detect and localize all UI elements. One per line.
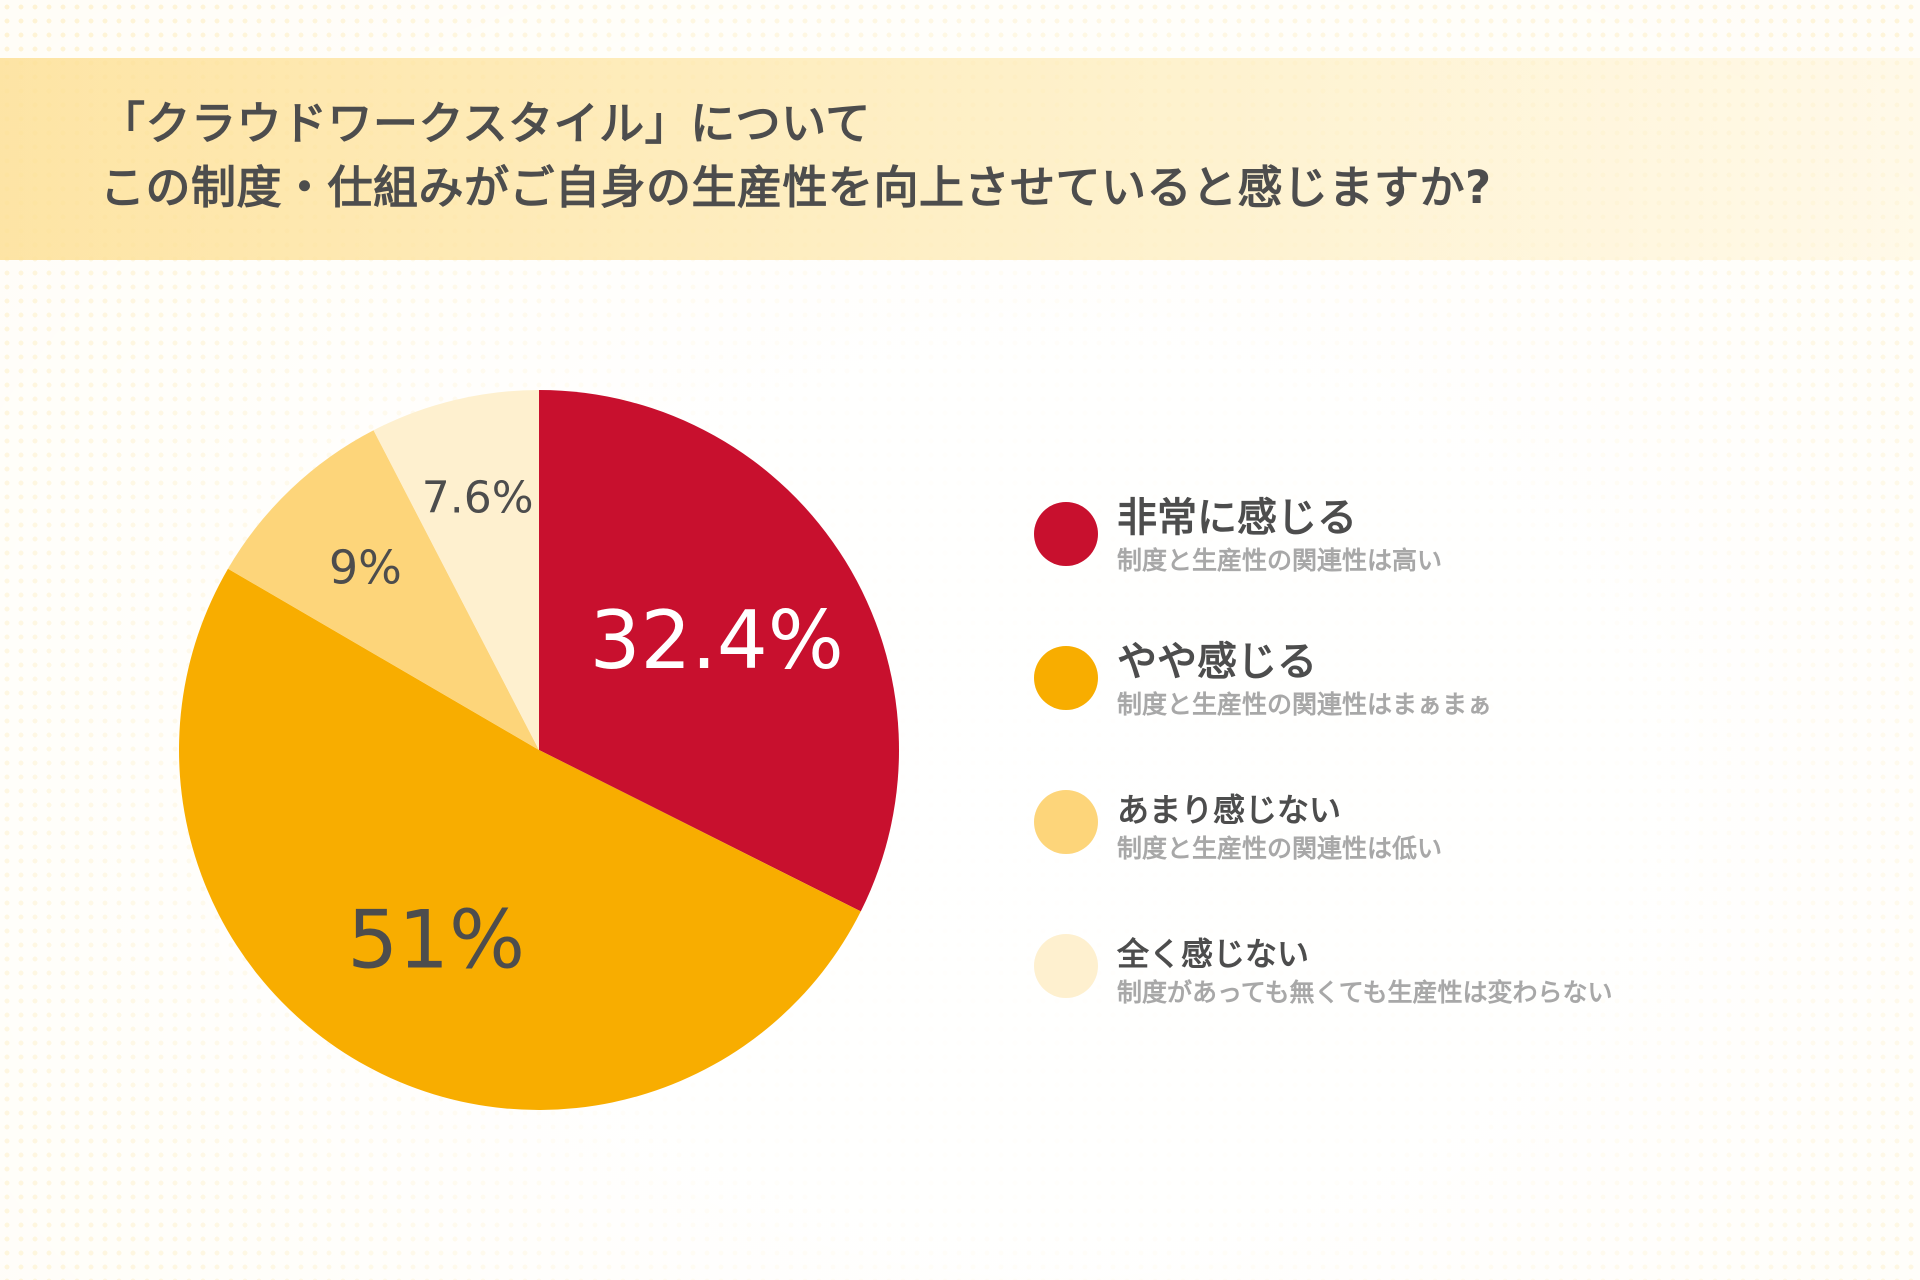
data-label-somewhat: 51% (347, 893, 525, 986)
legend-swatch-not-at-all (1034, 934, 1098, 998)
pie-data-labels: 32.4% 51% 9% 7.6% (329, 473, 844, 987)
title-band (0, 58, 1920, 260)
legend-label-somewhat: やや感じる (1117, 639, 1317, 685)
legend-desc-not-at-all: 制度があっても無くても生産性は変わらない (1117, 978, 1613, 1007)
legend-label-not-at-all: 全く感じない (1117, 935, 1310, 973)
pie-slice-somewhat (178, 568, 861, 1111)
legend-swatch-somewhat (1034, 646, 1098, 710)
legend-desc-not-much: 制度と生産性の関連性は低い (1117, 834, 1443, 863)
legend-desc-very: 制度と生産性の関連性は高い (1117, 546, 1443, 575)
data-label-very: 32.4% (590, 594, 844, 687)
pie-slice-not-much (227, 430, 540, 750)
pie-slice-not-at-all (373, 390, 539, 750)
pie-slices (178, 390, 899, 1111)
legend-label-very: 非常に感じる (1117, 495, 1357, 541)
legend-swatch-very (1034, 502, 1098, 566)
legend-swatch-not-much (1034, 790, 1098, 854)
data-label-not-at-all: 7.6% (422, 473, 534, 524)
title-line-2: この制度・仕組みがご自身の生産性を向上させていると感じますか? (100, 161, 1492, 214)
title-line-1: 「クラウドワークスタイル」について (100, 97, 871, 150)
page-title: 「クラウドワークスタイル」について この制度・仕組みがご自身の生産性を向上させて… (100, 92, 1492, 220)
data-label-not-much: 9% (329, 540, 402, 594)
legend-desc-somewhat: 制度と生産性の関連性はまぁまぁ (1117, 690, 1493, 719)
legend-label-not-much: あまり感じない (1117, 791, 1342, 829)
pie-slice-very (539, 390, 899, 912)
